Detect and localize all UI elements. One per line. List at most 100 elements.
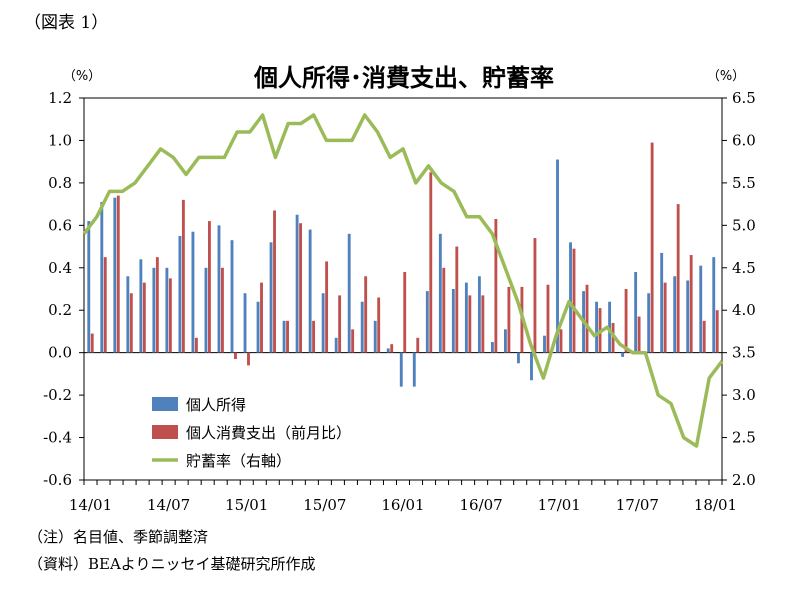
note-line: （注）名目値、季節調整済 xyxy=(28,528,209,546)
pce-bar xyxy=(624,289,628,353)
income-bar xyxy=(477,276,481,353)
income-bar xyxy=(634,272,638,353)
pce-bar xyxy=(260,282,263,353)
income-bar xyxy=(503,329,507,353)
left-axis-unit: （%） xyxy=(63,69,101,84)
pce-bar xyxy=(702,320,706,353)
income-bar xyxy=(152,267,156,353)
pce-bar xyxy=(533,238,537,353)
legend-label: 個人消費支出（前月比） xyxy=(186,424,351,442)
pce-bar xyxy=(286,320,289,353)
income-bar xyxy=(204,267,208,353)
income-bar xyxy=(178,235,182,353)
income-bar xyxy=(464,282,468,353)
pce-bar xyxy=(689,255,693,353)
income-bar xyxy=(295,214,299,353)
income-bar xyxy=(451,289,455,353)
pce-bar xyxy=(129,293,133,353)
plot-frame xyxy=(83,97,723,481)
pce-bar xyxy=(637,316,641,353)
pce-bar xyxy=(715,310,719,353)
pce-bar xyxy=(221,267,224,353)
pce-bar xyxy=(234,352,237,360)
pce-bar xyxy=(585,284,589,353)
income-bar xyxy=(334,337,338,353)
x-tick-label: 15/01 xyxy=(225,496,268,514)
right-tick-label: 6.0 xyxy=(732,131,756,149)
x-tick-label: 14/07 xyxy=(147,496,190,514)
pce-bar xyxy=(559,329,563,353)
savings-line xyxy=(82,113,724,448)
left-tick-label: 0.8 xyxy=(48,174,72,192)
pce-bar xyxy=(338,295,342,353)
income-bar xyxy=(595,301,599,353)
left-tick-label: 0.0 xyxy=(48,344,72,362)
savings-rate-line xyxy=(82,113,724,448)
income-bar xyxy=(699,265,703,353)
pce-bar xyxy=(273,210,276,353)
right-tick-label: 5.0 xyxy=(732,216,756,234)
income-bar xyxy=(490,342,494,353)
pce-bar xyxy=(181,199,185,353)
income-bar xyxy=(569,242,572,353)
pce-bar xyxy=(90,333,94,353)
pce-bar xyxy=(155,257,159,353)
pce-bar xyxy=(312,320,316,353)
pce-bar xyxy=(142,282,146,353)
pce-bar xyxy=(194,337,198,353)
pce-bar xyxy=(455,246,459,353)
pce-bar xyxy=(481,295,485,353)
source-line: （資料）BEAよりニッセイ基礎研究所作成 xyxy=(28,555,316,573)
income-bar xyxy=(660,252,664,353)
left-tick-label: 1.2 xyxy=(48,89,72,107)
pce-bar xyxy=(494,218,498,353)
left-tick-label: 0.6 xyxy=(48,216,72,234)
pce-bar xyxy=(546,284,550,353)
pce-bar xyxy=(442,267,446,353)
pce-bar xyxy=(377,297,381,353)
figure-label: （図表 1） xyxy=(24,13,109,33)
income-bar xyxy=(373,320,377,353)
pce-bar xyxy=(429,172,433,353)
axes: 1.2 1.0 0.8 0.6 0.4 0.2 0.0 -0.2 -0.4 -0.6 6.5 6.0 5… xyxy=(43,69,756,514)
income-bar xyxy=(126,276,130,353)
x-tick-label: 17/01 xyxy=(538,496,581,514)
income-bar xyxy=(530,352,533,381)
pce-bar xyxy=(663,282,667,353)
pce-bar xyxy=(299,223,303,353)
income-bar xyxy=(282,320,286,353)
income-bar xyxy=(165,267,169,353)
income-bar xyxy=(556,159,559,353)
pce-bar xyxy=(572,248,576,353)
right-tick-label: 2.0 xyxy=(732,471,756,489)
x-tick-label: 16/01 xyxy=(381,496,424,514)
legend-pce-swatch xyxy=(152,425,178,439)
legend-income-swatch xyxy=(152,397,178,411)
income-bar xyxy=(230,240,234,353)
income-bar xyxy=(399,352,403,387)
income-bar xyxy=(673,276,677,353)
income-bar xyxy=(191,231,195,353)
income-bar xyxy=(347,233,351,353)
x-tick-label: 14/01 xyxy=(69,496,112,514)
income-bar xyxy=(308,229,312,353)
left-tick-label: -0.6 xyxy=(43,471,72,489)
income-bar xyxy=(608,301,612,353)
income-bar xyxy=(686,280,690,353)
left-tick-label: 0.4 xyxy=(48,259,72,277)
right-tick-label: 3.5 xyxy=(732,344,756,362)
income-bar xyxy=(425,291,429,353)
pce-bar xyxy=(390,344,394,353)
right-tick-label: 6.5 xyxy=(732,89,756,107)
legend-label: 貯蓄率（右軸） xyxy=(186,452,291,470)
income-bar xyxy=(243,293,247,353)
pce-bar xyxy=(325,261,329,353)
pce-bar xyxy=(207,221,211,353)
income-bar xyxy=(100,201,104,353)
left-tick-label: 0.2 xyxy=(48,301,72,319)
income-bar xyxy=(438,233,442,353)
income-bar xyxy=(517,352,520,364)
x-tick-label: 17/07 xyxy=(616,496,659,514)
